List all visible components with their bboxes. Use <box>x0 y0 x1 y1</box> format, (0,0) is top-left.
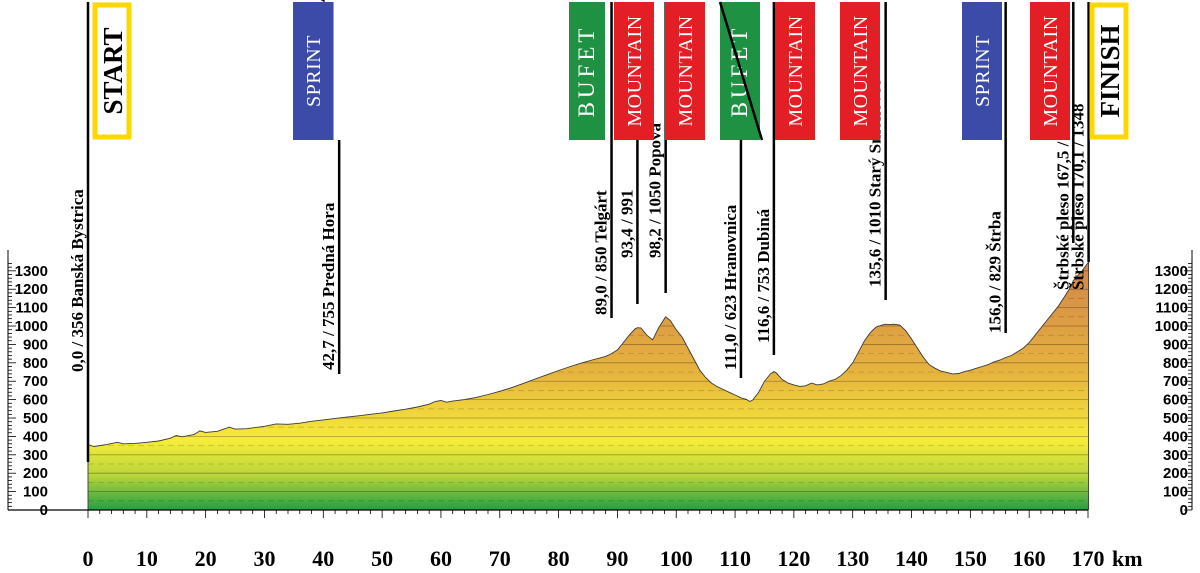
waypoint-label: 98,2 / 1050 Popová <box>646 122 665 258</box>
badge-label: MOUNTAIN <box>785 15 807 126</box>
badge-label: MOUNTAIN <box>675 15 697 126</box>
elevation-area <box>88 262 1089 510</box>
x-tick-label: 130 <box>836 546 869 571</box>
badge-label: MOUNTAIN <box>624 15 646 126</box>
x-axis-unit-label: km <box>1112 546 1143 571</box>
badge-mountain: MOUNTAIN <box>775 2 815 140</box>
waypoint-label: 0,0 / 356 Banská Bystrica <box>68 189 87 372</box>
badge-start: START <box>92 2 132 140</box>
waypoint-label: 156,0 / 829 Štrba <box>986 211 1005 333</box>
x-tick-label: 140 <box>895 546 928 571</box>
y-tick-label-left: 500 <box>23 410 48 427</box>
y-tick-label-left: 600 <box>23 392 48 409</box>
x-tick-label: 70 <box>489 546 511 571</box>
x-tick-label: 150 <box>954 546 987 571</box>
y-tick-label-right: 1100 <box>1155 300 1188 317</box>
badge-label: BUFET <box>574 25 599 118</box>
x-tick-label: 10 <box>136 546 158 571</box>
badge-box <box>775 2 815 140</box>
y-tick-label-left: 1200 <box>15 281 48 298</box>
badge-label: SPRINT <box>303 35 325 107</box>
badge-box <box>1030 2 1070 140</box>
waypoint-label: 93,4 / 991 <box>617 190 636 258</box>
x-tick-label: 170 <box>1072 546 1105 571</box>
waypoint-label: Štrbské pleso 167,5 / 1247 <box>1053 103 1072 290</box>
y-tick-label-right: 1000 <box>1155 318 1188 335</box>
waypoint-label: 42,1 / 498 Brezno <box>312 0 331 2</box>
x-tick-label: 120 <box>777 546 810 571</box>
y-tick-label-right: 1300 <box>1155 263 1188 280</box>
badge-label: MOUNTAIN <box>1040 15 1062 126</box>
badge-label: FINISH <box>1095 24 1125 117</box>
badge-bufet: BUFET <box>569 2 605 140</box>
x-tick-label: 0 <box>83 546 94 571</box>
y-tick-label-right: 300 <box>1163 447 1188 464</box>
badge-box <box>840 2 880 140</box>
y-tick-label-left: 700 <box>23 373 48 390</box>
badge-mountain: MOUNTAIN <box>614 2 654 140</box>
waypoint-label: 111,0 / 623 Hranovnica <box>721 204 740 370</box>
y-tick-label-left: 1300 <box>15 263 48 280</box>
badge-box <box>614 2 654 140</box>
y-tick-label-right: 200 <box>1163 465 1188 482</box>
badge-label: START <box>98 27 128 114</box>
y-tick-label-left: 800 <box>23 355 48 372</box>
badge-box <box>293 2 333 140</box>
badge-box <box>665 2 705 140</box>
y-tick-label-right: 800 <box>1163 355 1188 372</box>
x-tick-label: 30 <box>253 546 275 571</box>
badge-box <box>1089 2 1129 140</box>
badge-box <box>962 2 1002 140</box>
y-tick-label-left: 900 <box>23 336 48 353</box>
x-tick-label: 110 <box>719 546 751 571</box>
y-tick-label-left: 1000 <box>15 318 48 335</box>
y-tick-label-left: 1100 <box>15 300 48 317</box>
y-tick-label-left: 300 <box>23 447 48 464</box>
badge-label: MOUNTAIN <box>850 15 872 126</box>
x-tick-label: 60 <box>430 546 452 571</box>
y-tick-label-right: 0 <box>1180 502 1188 519</box>
waypoint-label: Štrbské pleso 170,1 / 1348 <box>1069 103 1088 290</box>
x-tick-label: 100 <box>660 546 693 571</box>
y-tick-label-left: 400 <box>23 428 48 445</box>
badge-mountain: MOUNTAIN <box>1030 2 1070 140</box>
y-tick-label-right: 1200 <box>1155 281 1188 298</box>
badge-mountain: MOUNTAIN <box>840 2 880 140</box>
badge-finish: FINISH <box>1089 2 1129 140</box>
badge-sprint: SPRINT <box>962 2 1002 140</box>
y-tick-label-right: 100 <box>1163 484 1188 501</box>
y-tick-label-right: 600 <box>1163 392 1188 409</box>
waypoint-label: 42,7 / 755 Predná Hora <box>319 202 338 370</box>
badge-mountain: MOUNTAIN <box>665 2 705 140</box>
y-tick-label-left: 200 <box>23 465 48 482</box>
x-tick-label: 160 <box>1013 546 1046 571</box>
bufet-strike-line <box>718 1 764 141</box>
x-tick-label: 50 <box>371 546 393 571</box>
y-tick-label-right: 500 <box>1163 410 1188 427</box>
y-tick-label-left: 100 <box>23 484 48 501</box>
x-tick-label: 40 <box>312 546 334 571</box>
y-tick-label-right: 900 <box>1163 336 1188 353</box>
y-tick-label-right: 700 <box>1163 373 1188 390</box>
x-tick-label: 20 <box>195 546 217 571</box>
elevation-outline <box>87 260 1090 510</box>
y-tick-label-right: 400 <box>1163 428 1188 445</box>
x-tick-label: 80 <box>548 546 570 571</box>
badge-box <box>569 2 605 140</box>
y-tick-label-left: 0 <box>40 502 48 519</box>
badge-box <box>92 2 132 140</box>
badge-sprint: SPRINT <box>293 2 333 140</box>
waypoint-label: 116,6 / 753 Dubiná <box>754 208 773 343</box>
x-tick-label: 90 <box>606 546 628 571</box>
badge-label: SPRINT <box>972 35 994 107</box>
waypoint-label: 89,0 / 850 Telgárt <box>592 190 611 315</box>
